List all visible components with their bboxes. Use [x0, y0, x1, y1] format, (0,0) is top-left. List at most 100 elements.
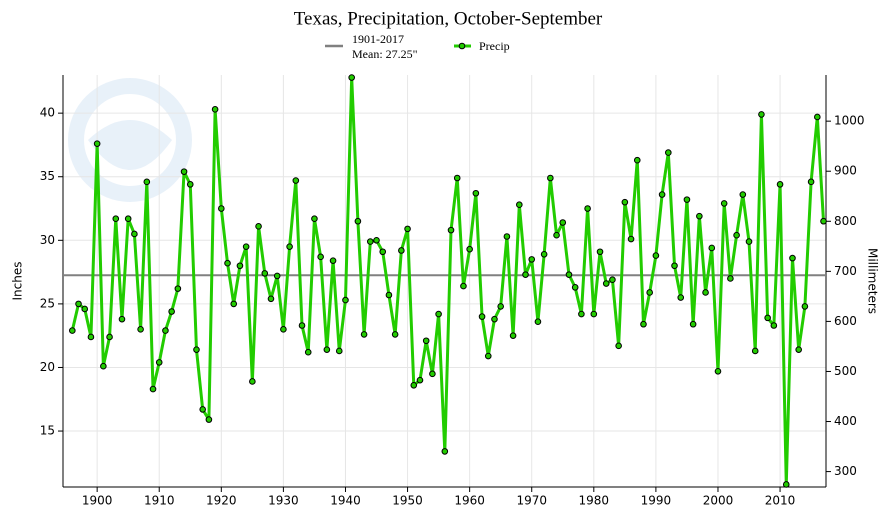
x-tick-label: 1910	[144, 494, 175, 508]
precip-point	[75, 300, 82, 308]
y2-tick-label: 700	[834, 264, 857, 278]
precip-point	[795, 346, 802, 353]
precip-point	[155, 359, 163, 366]
precip-point	[385, 291, 393, 299]
precip-point	[255, 223, 262, 230]
precip-point	[162, 327, 169, 334]
legend-precip-marker	[458, 42, 466, 50]
x-tick-label: 1930	[268, 494, 299, 508]
precip-point	[466, 245, 473, 253]
x-tick-label: 1980	[579, 494, 610, 508]
precip-point	[720, 200, 728, 207]
precip-point	[441, 448, 449, 455]
precip-point	[342, 296, 349, 304]
x-tick-label: 2000	[703, 494, 734, 508]
y-tick-label: 25	[40, 296, 55, 310]
precip-point	[435, 310, 442, 318]
precip-point	[149, 385, 157, 393]
precip-point	[317, 253, 324, 261]
precip-point	[484, 352, 492, 360]
precip-point	[193, 346, 200, 353]
precip-point	[292, 177, 300, 184]
x-tick-label: 1900	[82, 494, 113, 508]
precip-point	[472, 189, 480, 197]
precip-point	[286, 243, 293, 250]
precip-point	[807, 178, 815, 186]
x-tick-label: 2010	[765, 494, 796, 508]
precip-point	[93, 140, 101, 147]
precip-point	[329, 257, 337, 264]
x-tick-label: 1960	[454, 494, 485, 508]
legend-mean-period: 1901-2017	[352, 32, 404, 46]
precip-point	[354, 217, 362, 225]
precip-point	[69, 327, 76, 334]
precip-point	[814, 113, 821, 121]
precip-point	[491, 315, 498, 323]
precip-point	[224, 259, 231, 267]
precip-point	[311, 215, 318, 222]
precip-point	[609, 276, 616, 284]
x-tick-label: 1920	[206, 494, 237, 508]
precip-point	[801, 303, 809, 310]
precip-point	[627, 235, 635, 243]
precip-point	[733, 231, 740, 239]
precip-point	[143, 178, 151, 186]
precip-point	[106, 333, 113, 341]
precip-point	[267, 295, 275, 303]
precip-point	[298, 322, 306, 329]
precip-point	[621, 198, 629, 206]
y2-tick-label: 800	[834, 214, 857, 228]
precip-point	[540, 250, 548, 258]
precip-point	[677, 294, 685, 301]
precip-point	[528, 256, 536, 263]
y2-tick-label: 900	[834, 164, 857, 178]
precip-point	[665, 149, 672, 156]
y2-tick-label: 1000	[834, 114, 865, 128]
precip-point	[652, 252, 660, 259]
precip-point	[180, 168, 188, 175]
precip-point	[770, 322, 778, 329]
precip-point	[559, 219, 567, 226]
precip-point	[782, 481, 790, 488]
chart-title: Texas, Precipitation, October-September	[294, 8, 603, 29]
precip-point	[218, 205, 225, 212]
precip-point	[633, 156, 641, 164]
precip-point	[273, 272, 281, 280]
y2-tick-label: 300	[834, 464, 857, 478]
precip-point	[131, 230, 138, 238]
legend-mean-label: Mean: 27.25"	[352, 47, 418, 61]
precip-point	[367, 238, 374, 245]
precip-point	[249, 378, 256, 385]
precip-point	[578, 310, 585, 318]
precip-point	[112, 215, 120, 222]
precip-point	[640, 320, 647, 328]
precip-point	[689, 320, 697, 328]
precip-point	[199, 406, 206, 413]
precip-point	[702, 289, 709, 296]
precip-point	[708, 244, 716, 252]
legend-precip-label: Precip	[479, 39, 510, 53]
y-axis-label: Inches	[11, 262, 25, 301]
precip-point	[429, 370, 436, 378]
y-tick-label: 40	[40, 106, 55, 120]
precip-point	[335, 347, 343, 355]
y-tick-label: 30	[40, 233, 55, 247]
precip-point	[379, 248, 387, 256]
precip-point	[509, 332, 517, 339]
precip-point	[211, 106, 219, 113]
precip-point	[447, 226, 455, 234]
precip-point	[348, 74, 355, 81]
precip-point	[516, 201, 523, 209]
y2-tick-label: 500	[834, 364, 857, 378]
precip-point	[571, 284, 579, 291]
precip-point	[553, 231, 560, 239]
precip-point	[168, 308, 175, 315]
precip-point	[398, 247, 405, 254]
precip-point	[615, 342, 622, 350]
y-tick-label: 15	[40, 424, 55, 438]
precip-point	[820, 217, 827, 225]
precip-point	[534, 318, 542, 325]
precip-point	[776, 181, 784, 188]
